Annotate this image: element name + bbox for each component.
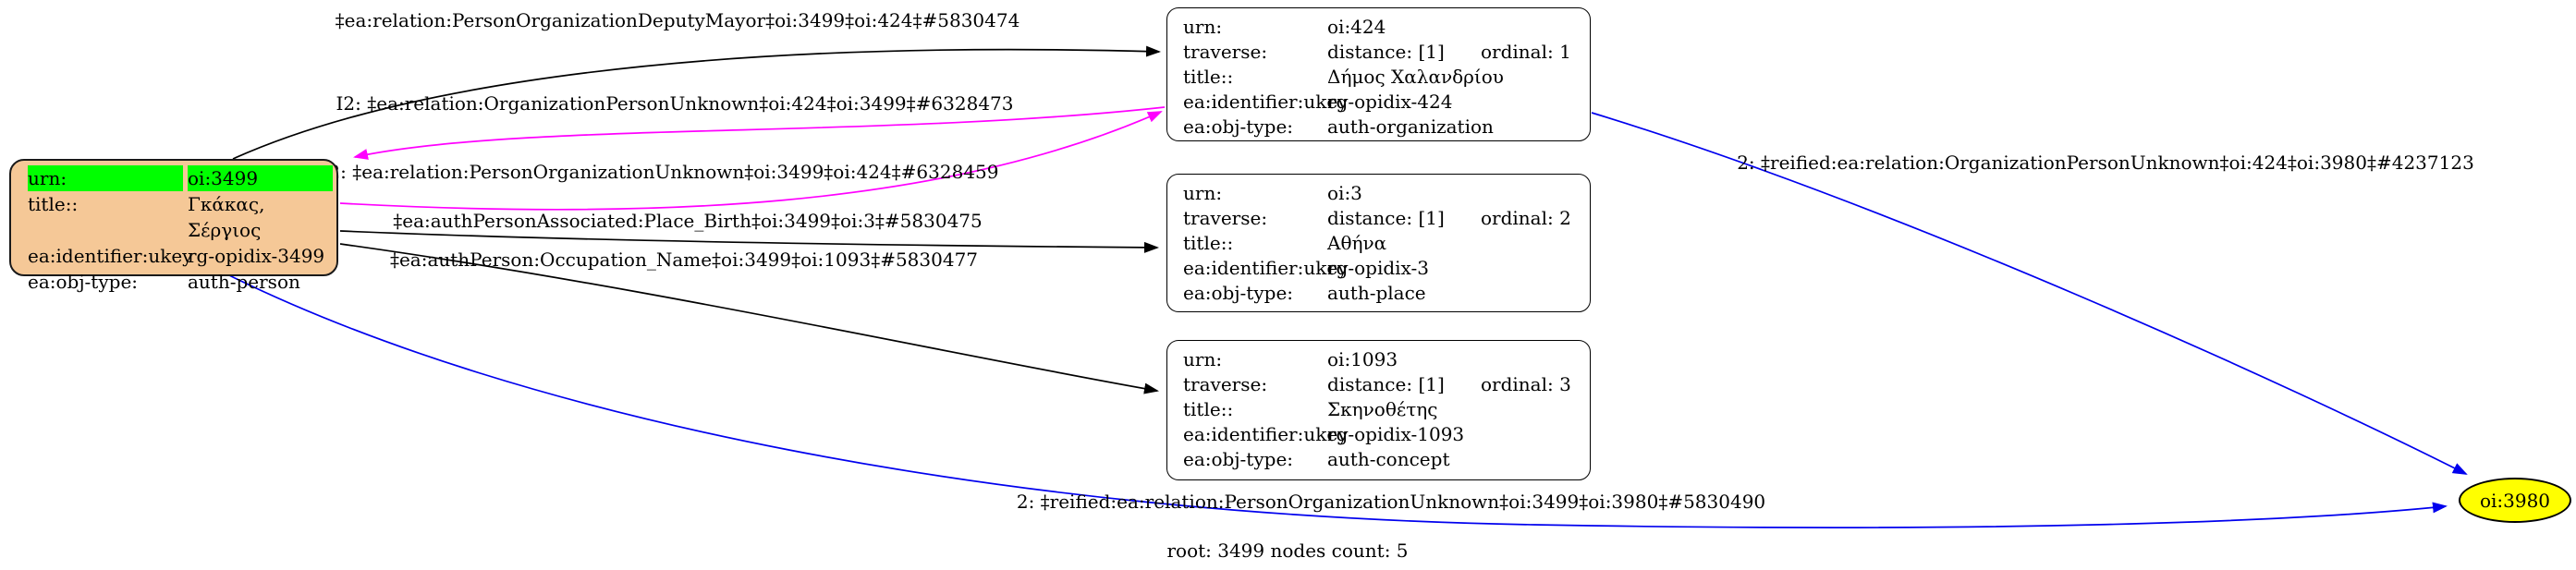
row-value: distance: [1] ordinal: 2 xyxy=(1327,206,1590,231)
row-value: oi:3499 xyxy=(188,165,333,191)
node-row-title: title:: Σκηνοθέτης xyxy=(1167,397,1590,422)
row-value: distance: [1] ordinal: 1 xyxy=(1327,40,1590,65)
row-key: urn: xyxy=(1183,348,1223,370)
row-value: Αθήνα xyxy=(1327,232,1387,254)
row-value: Σκηνοθέτης xyxy=(1327,398,1438,420)
graph-footer: root: 3499 nodes count: 5 xyxy=(1166,540,1409,562)
row-key: urn: xyxy=(28,165,183,191)
edge-label-reified-person-org: 2: ‡reified:ea:relation:PersonOrganizati… xyxy=(1016,491,1766,513)
row-key: title:: xyxy=(28,193,79,215)
row-value: rg-opidix-3499 xyxy=(188,245,325,267)
row-key: title:: xyxy=(1183,232,1234,254)
edge-label-person-org-unknown-inverse: I2: ‡ea:relation:PersonOrganizationUnkno… xyxy=(321,161,999,183)
row-value: auth-place xyxy=(1327,282,1426,304)
distance-value: distance: [1] xyxy=(1327,373,1445,395)
row-key: title:: xyxy=(1183,398,1234,420)
target-node-label: oi:3980 xyxy=(2479,489,2551,512)
edge-label-reified-org-person: 2: ‡reified:ea:relation:OrganizationPers… xyxy=(1737,152,2474,174)
row-value: auth-person xyxy=(188,271,300,293)
ordinal-value: ordinal: 1 xyxy=(1481,41,1571,63)
node-row-objtype: ea:obj-type: auth-organization xyxy=(1167,115,1590,139)
row-key: ea:obj-type: xyxy=(1183,448,1294,470)
row-value: oi:1093 xyxy=(1327,348,1398,370)
row-value: Γκάκας, Σέργιος xyxy=(188,193,265,241)
row-value: rg-opidix-1093 xyxy=(1327,423,1465,445)
node-row-objtype: ea:obj-type: auth-place xyxy=(1167,281,1590,306)
row-key: ea:obj-type: xyxy=(1183,282,1294,304)
row-value: auth-organization xyxy=(1327,115,1494,138)
node-row-title: title:: Γκάκας, Σέργιος xyxy=(15,191,333,243)
edge-reified-org-person xyxy=(1591,112,2468,475)
distance-value: distance: [1] xyxy=(1327,207,1445,229)
row-key: traverse: xyxy=(1183,373,1268,395)
node-oi-424[interactable]: urn: oi:424 traverse: distance: [1] ordin… xyxy=(1166,7,1591,141)
node-row-urn: urn: oi:3499 xyxy=(15,165,333,191)
row-key: ea:identifier:ukey xyxy=(1183,257,1349,279)
row-value: oi:3 xyxy=(1327,182,1362,204)
edge-place-birth xyxy=(339,230,1159,253)
row-key: ea:identifier:ukey xyxy=(28,245,193,267)
row-key: title:: xyxy=(1183,66,1234,88)
node-row-urn: urn: oi:3 xyxy=(1167,181,1590,206)
node-row-traverse: traverse: distance: [1] ordinal: 1 xyxy=(1167,40,1590,65)
node-row-ukey: ea:identifier:ukey rg-opidix-3 xyxy=(1167,256,1590,281)
node-row-objtype: ea:obj-type: auth-person xyxy=(15,269,333,295)
edge-label-place-birth: ‡ea:authPersonAssociated:Place_Birth‡oi:… xyxy=(393,210,983,232)
distance-value: distance: [1] xyxy=(1327,41,1445,63)
row-value: auth-concept xyxy=(1327,448,1450,470)
ordinal-value: ordinal: 2 xyxy=(1481,207,1571,229)
ordinal-value: ordinal: 3 xyxy=(1481,373,1571,395)
edge-deputy-mayor xyxy=(232,45,1161,160)
edge-occupation-name xyxy=(339,243,1159,394)
edge-org-person-unknown-inverse xyxy=(353,106,1166,160)
row-key: ea:identifier:ukey xyxy=(1183,423,1349,445)
node-oi-1093[interactable]: urn: oi:1093 traverse: distance: [1] ordi… xyxy=(1166,340,1591,480)
node-row-title: title:: Δήμος Χαλανδρίου xyxy=(1167,65,1590,90)
edge-label-deputy-mayor: ‡ea:relation:PersonOrganizationDeputyMay… xyxy=(335,9,1020,31)
node-row-objtype: ea:obj-type: auth-concept xyxy=(1167,447,1590,472)
row-key: ea:obj-type: xyxy=(1183,115,1294,138)
node-row-ukey: ea:identifier:ukey rg-opidix-1093 xyxy=(1167,422,1590,447)
row-key: urn: xyxy=(1183,182,1223,204)
row-key: urn: xyxy=(1183,16,1223,38)
row-value: oi:424 xyxy=(1327,16,1386,38)
node-row-title: title:: Αθήνα xyxy=(1167,231,1590,256)
edge-reified-person-org xyxy=(228,274,2448,528)
node-row-traverse: traverse: distance: [1] ordinal: 3 xyxy=(1167,372,1590,397)
row-key: ea:obj-type: xyxy=(28,271,139,293)
node-oi-3[interactable]: urn: oi:3 traverse: distance: [1] ordinal… xyxy=(1166,174,1591,312)
row-key: traverse: xyxy=(1183,207,1268,229)
edge-label-org-person-unknown-inverse: I2: ‡ea:relation:OrganizationPersonUnkno… xyxy=(336,92,1014,115)
row-key: ea:identifier:ukey xyxy=(1183,91,1349,113)
edge-label-occupation-name: ‡ea:authPerson:Occupation_Name‡oi:3499‡o… xyxy=(389,249,979,271)
node-oi-3980[interactable]: oi:3980 xyxy=(2459,478,2571,523)
node-oi-3499[interactable]: urn: oi:3499 title:: Γκάκας, Σέργιος ea:… xyxy=(9,159,338,293)
edge-person-org-unknown-inverse xyxy=(339,111,1163,211)
node-row-urn: urn: oi:1093 xyxy=(1167,347,1590,372)
row-value: rg-opidix-3 xyxy=(1327,257,1429,279)
node-row-urn: urn: oi:424 xyxy=(1167,15,1590,40)
row-value: rg-opidix-424 xyxy=(1327,91,1453,113)
row-value: Δήμος Χαλανδρίου xyxy=(1327,66,1504,88)
node-row-traverse: traverse: distance: [1] ordinal: 2 xyxy=(1167,206,1590,231)
node-row-ukey: ea:identifier:ukey rg-opidix-424 xyxy=(1167,90,1590,115)
row-value: distance: [1] ordinal: 3 xyxy=(1327,372,1590,397)
node-row-ukey: ea:identifier:ukey rg-opidix-3499 xyxy=(15,243,333,269)
row-key: traverse: xyxy=(1183,41,1268,63)
